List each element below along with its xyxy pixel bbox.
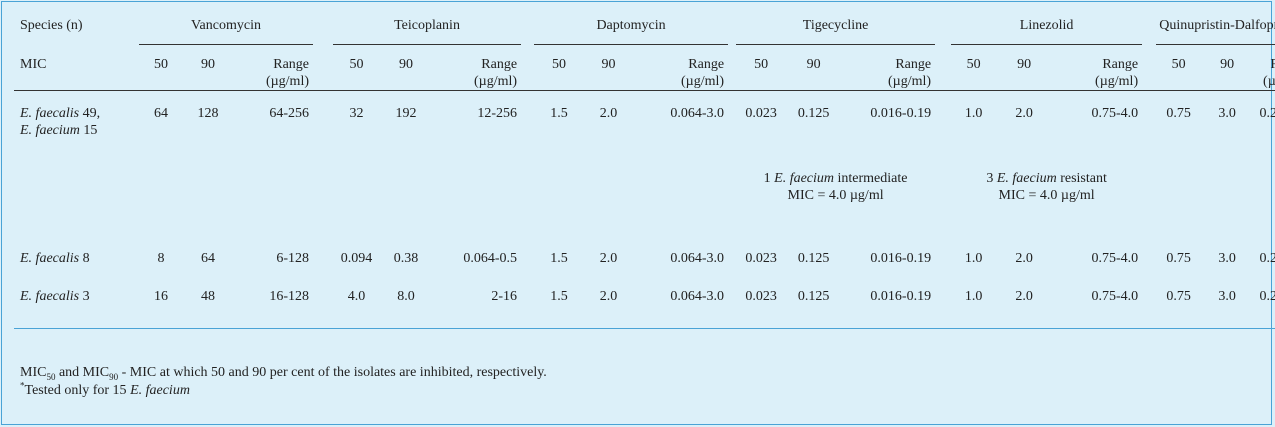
range-cell: 0.75-4.0 bbox=[1091, 106, 1139, 121]
mic90-cell: 2.0 bbox=[599, 106, 618, 121]
range-cell: 0.064-0.5 bbox=[463, 251, 518, 266]
group-header-row: Species (n) Vancomycin Teicoplanin Dapto… bbox=[14, 6, 1275, 45]
subheader-50: 50 bbox=[966, 57, 981, 72]
table-footnotes: MIC50 and MIC90 - MIC at which 50 and 90… bbox=[20, 364, 547, 400]
footnote-mic-definition: MIC50 and MIC90 - MIC at which 50 and 90… bbox=[20, 365, 547, 382]
mic90-cell: 2.0 bbox=[599, 251, 618, 266]
species-cell: E. faecalis 3 bbox=[20, 289, 90, 304]
mic50-cell: 1.5 bbox=[550, 251, 568, 266]
mic90-cell: 3.0 bbox=[1218, 289, 1236, 304]
mic50-cell: 64 bbox=[154, 106, 168, 121]
mic50-cell: 1.5 bbox=[550, 106, 568, 121]
table-row: E. faecalis 3 16 48 16-128 4.0 8.0 2-16 1.5 2.0… bbox=[14, 288, 1275, 329]
mic50-cell: 0.023 bbox=[745, 289, 777, 304]
mic90-cell: 3.0 bbox=[1218, 251, 1236, 266]
mic50-cell: 16 bbox=[154, 289, 168, 304]
subheader-range: Range(µg/ml) bbox=[265, 57, 309, 89]
mic50-cell: 8 bbox=[157, 251, 165, 266]
mic90-cell: 0.125 bbox=[797, 106, 830, 121]
range-cell: 6-128 bbox=[276, 251, 309, 266]
quinupristin-dalfopristin-header: Quinupristin-Dalfopristin* bbox=[1156, 6, 1275, 45]
mic50-cell: 0.094 bbox=[340, 251, 373, 266]
mic50-cell: 0.023 bbox=[745, 106, 777, 121]
subheader-range: Range(µg/ml) bbox=[1095, 57, 1139, 89]
subheader-90: 90 bbox=[201, 57, 215, 72]
subheader-90: 90 bbox=[806, 57, 821, 72]
linezolid-header: Linezolid bbox=[951, 6, 1143, 45]
subheader-90: 90 bbox=[601, 57, 616, 72]
mic90-cell: 0.125 bbox=[797, 289, 830, 304]
range-cell: 64-256 bbox=[269, 106, 309, 121]
range-cell: 0.016-0.19 bbox=[870, 251, 932, 266]
table-row: E. faecalis 8 8 64 6-128 0.094 0.38 0.064-0.5… bbox=[14, 229, 1275, 288]
species-header: Species (n) bbox=[20, 17, 83, 33]
table-row: E. faecalis 49, E. faecium 15 64 128 64-256… bbox=[14, 105, 1275, 160]
range-cell: 0.064-3.0 bbox=[670, 289, 725, 304]
mic90-cell: 8.0 bbox=[397, 289, 415, 304]
range-cell: 0.25-4.0 bbox=[1259, 289, 1275, 304]
subheader-50: 50 bbox=[154, 57, 168, 72]
range-cell: 16-128 bbox=[269, 289, 309, 304]
subheader-range: Range(µg/ml) bbox=[1263, 57, 1275, 89]
footnote-tested-only: *Tested only for 15 E. faecium bbox=[20, 380, 190, 398]
mic50-cell: 0.75 bbox=[1166, 289, 1191, 304]
mic90-cell: 2.0 bbox=[599, 289, 618, 304]
teicoplanin-header: Teicoplanin bbox=[333, 6, 522, 45]
mic50-cell: 1.0 bbox=[964, 289, 983, 304]
species-cell: E. faecalis 8 bbox=[20, 251, 90, 266]
tigecycline-header: Tigecycline bbox=[736, 6, 936, 45]
range-cell: 0.064-3.0 bbox=[670, 106, 725, 121]
mic90-cell: 0.38 bbox=[393, 251, 419, 266]
subheader-50: 50 bbox=[552, 57, 567, 72]
subheader-range: Range(µg/ml) bbox=[681, 57, 725, 89]
mic50-cell: 0.023 bbox=[745, 251, 777, 266]
mic90-cell: 192 bbox=[395, 106, 417, 121]
range-cell: 0.064-3.0 bbox=[670, 251, 725, 266]
mic50-cell: 1.0 bbox=[964, 251, 983, 266]
mic-label: MIC bbox=[20, 56, 47, 72]
subheader-50: 50 bbox=[754, 57, 769, 72]
mic50-cell: 1.5 bbox=[550, 289, 568, 304]
subheader-90: 90 bbox=[1220, 57, 1235, 72]
range-cell: 0.75-4.0 bbox=[1091, 251, 1139, 266]
mic90-cell: 64 bbox=[201, 251, 215, 266]
mic90-cell: 128 bbox=[197, 106, 219, 121]
mic90-cell: 2.0 bbox=[1015, 289, 1033, 304]
linezolid-note: 1 E. faecium intermediate MIC = 4.0 µg/ml bbox=[763, 171, 908, 203]
mic50-cell: 0.75 bbox=[1166, 106, 1191, 121]
note-row: 1 E. faecium intermediate MIC = 4.0 µg/ml… bbox=[14, 160, 1275, 229]
subheader-range: Range(µg/ml) bbox=[888, 57, 932, 89]
range-cell: 2-16 bbox=[491, 289, 518, 304]
subheader-90: 90 bbox=[1017, 57, 1032, 72]
sub-header-row: MIC 50 90 Range (µg/ml) 50 90 Range (µg/ml… bbox=[14, 45, 1275, 91]
mic-table: Species (n) Vancomycin Teicoplanin Dapto… bbox=[14, 6, 1275, 329]
range-cell: 0.016-0.19 bbox=[870, 289, 932, 304]
daptomycin-header: Daptomycin bbox=[534, 6, 729, 45]
mic50-cell: 32 bbox=[349, 106, 364, 121]
mic50-cell: 1.0 bbox=[964, 106, 983, 121]
species-cell: E. faecalis 49, E. faecium 15 bbox=[20, 106, 101, 138]
vancomycin-header: Vancomycin bbox=[139, 6, 313, 45]
range-cell: 0.25-4.0 bbox=[1259, 251, 1275, 266]
mic90-cell: 2.0 bbox=[1015, 251, 1033, 266]
mic90-cell: 0.125 bbox=[797, 251, 830, 266]
subheader-range: Range(µg/ml) bbox=[473, 57, 518, 89]
mic50-cell: 0.75 bbox=[1166, 251, 1191, 266]
range-cell: 0.25-4.0 bbox=[1259, 106, 1275, 121]
subheader-90: 90 bbox=[399, 57, 413, 72]
mic90-cell: 2.0 bbox=[1015, 106, 1033, 121]
range-cell: 12-256 bbox=[477, 106, 518, 121]
mic90-cell: 48 bbox=[201, 289, 215, 304]
mic50-cell: 4.0 bbox=[347, 289, 366, 304]
subheader-50: 50 bbox=[349, 57, 364, 72]
subheader-50: 50 bbox=[1171, 57, 1186, 72]
range-cell: 0.016-0.19 bbox=[870, 106, 932, 121]
quinupristin-dalfopristin-note: 3 E. faecium resistant MIC = 4.0 µg/ml bbox=[986, 171, 1107, 203]
range-cell: 0.75-4.0 bbox=[1091, 289, 1139, 304]
mic90-cell: 3.0 bbox=[1218, 106, 1236, 121]
